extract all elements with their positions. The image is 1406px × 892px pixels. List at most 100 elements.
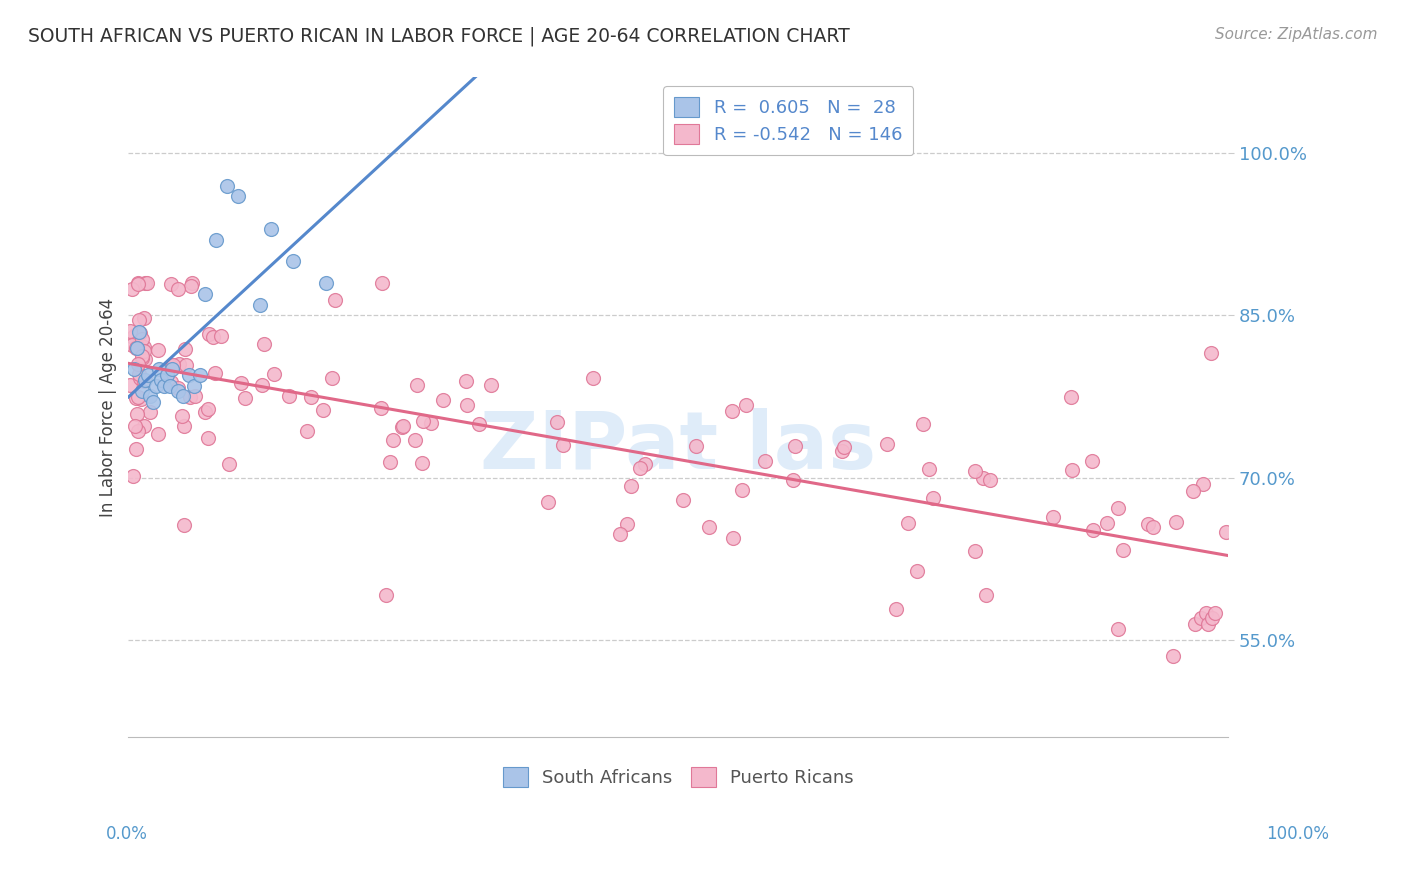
Point — [134, 374, 156, 388]
Point — [1042, 509, 1064, 524]
Point — [1189, 611, 1212, 625]
Point — [127, 341, 149, 355]
Text: 100.0%: 100.0% — [1265, 825, 1329, 843]
Point — [965, 544, 987, 558]
Point — [177, 368, 200, 382]
Point — [128, 313, 150, 327]
Point — [142, 394, 165, 409]
Point — [918, 461, 941, 475]
Point — [1107, 500, 1129, 515]
Point — [1201, 611, 1223, 625]
Point — [609, 527, 631, 541]
Point — [152, 378, 174, 392]
Point — [194, 286, 217, 301]
Point — [249, 297, 271, 311]
Point — [148, 362, 170, 376]
Point — [553, 438, 575, 452]
Point — [283, 254, 305, 268]
Point — [456, 398, 478, 412]
Point — [546, 415, 568, 429]
Point — [582, 371, 605, 385]
Point — [131, 351, 153, 365]
Point — [166, 381, 188, 395]
Point — [125, 442, 148, 457]
Point — [876, 437, 898, 451]
Point — [412, 414, 434, 428]
Point — [129, 371, 152, 385]
Point — [250, 377, 273, 392]
Point — [616, 517, 638, 532]
Point — [1204, 606, 1226, 620]
Point — [134, 373, 156, 387]
Point — [963, 464, 986, 478]
Point — [132, 311, 155, 326]
Point — [134, 351, 156, 366]
Point — [323, 293, 346, 307]
Point — [468, 417, 491, 431]
Point — [131, 384, 153, 398]
Point — [131, 349, 153, 363]
Point — [197, 401, 219, 416]
Point — [197, 432, 219, 446]
Point — [121, 282, 143, 296]
Point — [122, 329, 145, 343]
Point — [831, 443, 853, 458]
Point — [404, 434, 426, 448]
Point — [411, 456, 433, 470]
Point — [922, 491, 945, 505]
Point — [160, 359, 183, 373]
Point — [159, 277, 181, 291]
Point — [912, 417, 935, 431]
Point — [136, 276, 159, 290]
Point — [628, 460, 651, 475]
Point — [233, 391, 256, 405]
Point — [897, 516, 920, 531]
Point — [121, 338, 143, 352]
Point — [145, 378, 167, 392]
Point — [405, 377, 427, 392]
Point — [620, 479, 643, 493]
Point — [231, 376, 253, 390]
Point — [1142, 520, 1164, 534]
Point — [1184, 616, 1206, 631]
Point — [127, 390, 149, 404]
Point — [127, 424, 149, 438]
Point — [162, 358, 184, 372]
Point — [160, 375, 183, 389]
Point — [134, 276, 156, 290]
Point — [132, 340, 155, 354]
Point — [1060, 390, 1083, 404]
Point — [139, 405, 162, 419]
Point — [785, 439, 807, 453]
Point — [118, 378, 141, 392]
Point — [974, 588, 997, 602]
Point — [1112, 543, 1135, 558]
Point — [263, 368, 285, 382]
Point — [735, 398, 758, 412]
Point — [1095, 516, 1118, 530]
Point — [295, 424, 318, 438]
Point — [127, 277, 149, 291]
Text: SOUTH AFRICAN VS PUERTO RICAN IN LABOR FORCE | AGE 20-64 CORRELATION CHART: SOUTH AFRICAN VS PUERTO RICAN IN LABOR F… — [28, 27, 849, 46]
Point — [754, 454, 776, 468]
Point — [131, 332, 153, 346]
Point — [179, 390, 201, 404]
Point — [370, 401, 392, 416]
Point — [720, 404, 742, 418]
Point — [127, 407, 149, 421]
Point — [128, 367, 150, 381]
Point — [905, 565, 928, 579]
Point — [391, 419, 413, 434]
Point — [176, 358, 198, 372]
Point — [201, 330, 224, 344]
Point — [634, 457, 657, 471]
Point — [173, 342, 195, 356]
Point — [180, 276, 202, 290]
Point — [124, 328, 146, 343]
Point — [128, 325, 150, 339]
Point — [122, 469, 145, 483]
Point — [1197, 616, 1219, 631]
Point — [162, 362, 184, 376]
Point — [122, 362, 145, 376]
Point — [782, 473, 804, 487]
